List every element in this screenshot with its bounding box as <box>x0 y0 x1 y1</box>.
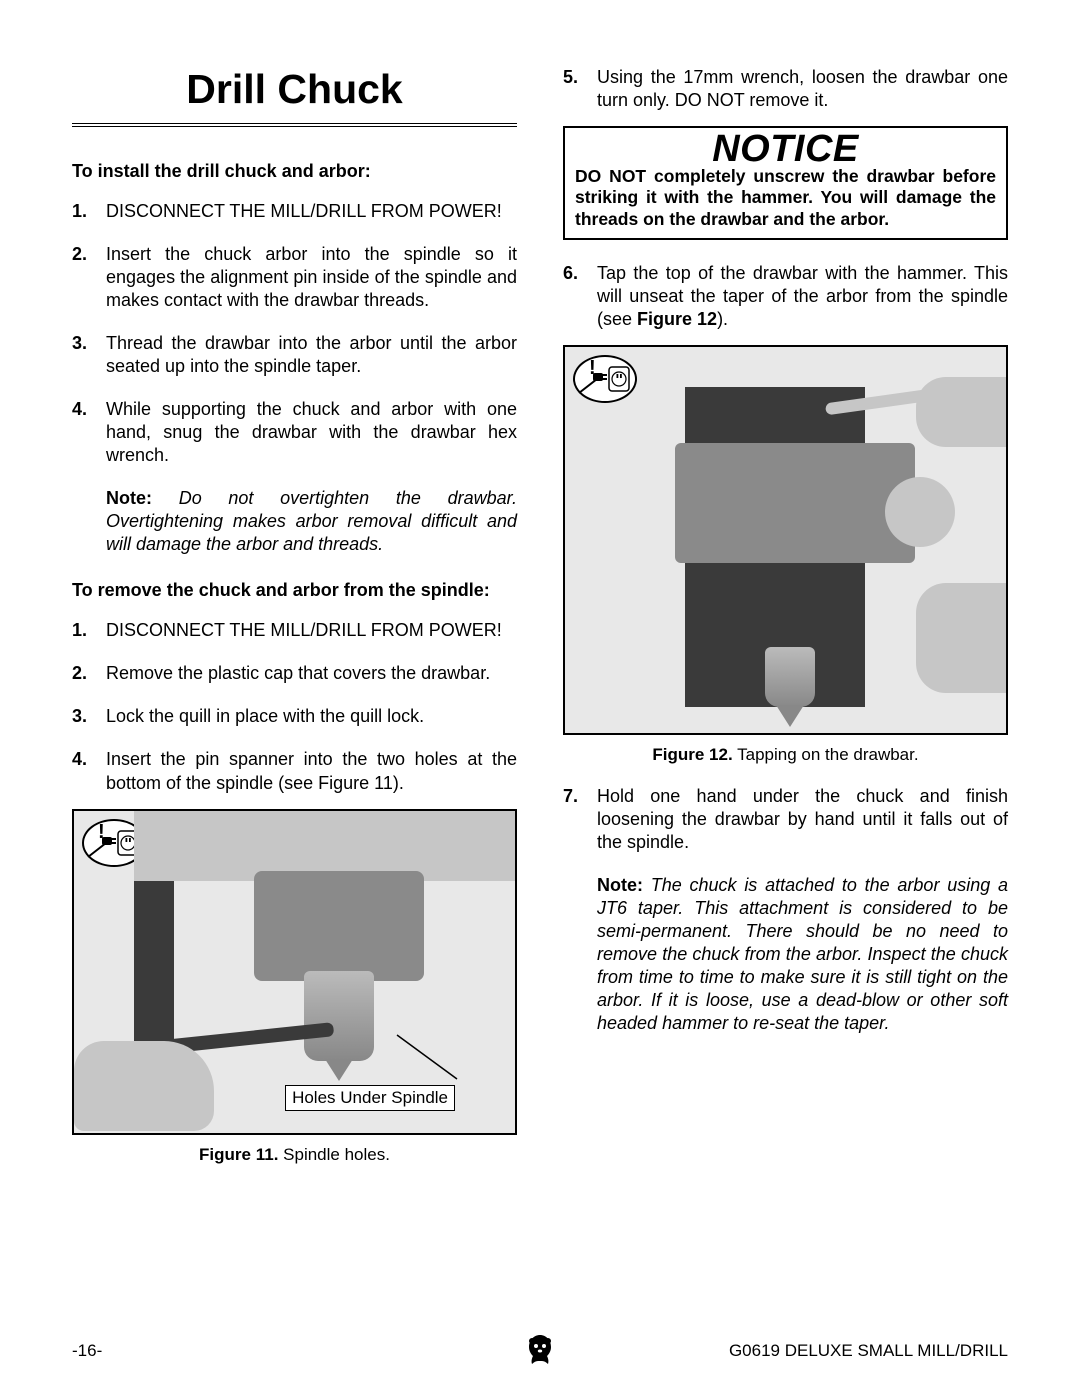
remove-step-7: 7. Hold one hand under the chuck and fin… <box>563 785 1008 854</box>
install-step: Insert the chuck arbor into the spindle … <box>72 243 517 312</box>
section-title-block: Drill Chuck <box>72 66 517 127</box>
final-note: Note: The chuck is attached to the arbor… <box>597 874 1008 1035</box>
left-column: Drill Chuck To install the drill chuck a… <box>72 66 517 1185</box>
notice-box: NOTICE DO NOT completely unscrew the dra… <box>563 126 1008 240</box>
remove-step-6: 6. Tap the top of the drawbar with the h… <box>563 262 1008 331</box>
section-title: Drill Chuck <box>72 66 517 113</box>
notice-heading: NOTICE <box>575 130 996 168</box>
page-footer: -16- G0619 DELUXE SMALL MILL/DRILL <box>72 1341 1008 1361</box>
note-label: Note: <box>597 875 643 895</box>
remove-step: Lock the quill in place with the quill l… <box>72 705 517 728</box>
brand-logo-icon <box>520 1331 560 1371</box>
step-number: 5. <box>563 66 578 89</box>
note-label: Note: <box>106 488 152 508</box>
install-step: While supporting the chuck and arbor wit… <box>72 398 517 467</box>
figure-12: ! <box>563 345 1008 735</box>
notice-body: DO NOT completely unscrew the drawbar be… <box>575 166 996 230</box>
note-text: The chuck is attached to the arbor using… <box>597 875 1008 1033</box>
remove-steps: DISCONNECT THE MILL/DRILL FROM POWER! Re… <box>72 619 517 794</box>
figure-11-caption: Figure 11. Spindle holes. <box>72 1145 517 1165</box>
remove-heading: To remove the chuck and arbor from the s… <box>72 580 517 601</box>
unplug-icon: ! <box>573 355 637 403</box>
page-number: -16- <box>72 1341 102 1361</box>
remove-step: Remove the plastic cap that covers the d… <box>72 662 517 685</box>
step-number: 6. <box>563 262 578 285</box>
step-number: 7. <box>563 785 578 808</box>
right-column: 5. Using the 17mm wrench, loosen the dra… <box>563 66 1008 1185</box>
figure-11: ! Holes Under Spindle <box>72 809 517 1135</box>
install-note: Note: Do not overtighten the drawbar. Ov… <box>106 487 517 556</box>
note-text: Do not overtighten the drawbar. Overtigh… <box>106 488 517 554</box>
install-step: Thread the drawbar into the arbor until … <box>72 332 517 378</box>
install-heading: To install the drill chuck and arbor: <box>72 161 517 182</box>
figure-12-caption: Figure 12. Tapping on the drawbar. <box>563 745 1008 765</box>
remove-step: DISCONNECT THE MILL/DRILL FROM POWER! <box>72 619 517 642</box>
remove-step: Insert the pin spanner into the two hole… <box>72 748 517 794</box>
install-steps: DISCONNECT THE MILL/DRILL FROM POWER! In… <box>72 200 517 467</box>
install-step: DISCONNECT THE MILL/DRILL FROM POWER! <box>72 200 517 223</box>
remove-step-5: 5. Using the 17mm wrench, loosen the dra… <box>563 66 1008 112</box>
doc-title: G0619 DELUXE SMALL MILL/DRILL <box>729 1341 1008 1361</box>
